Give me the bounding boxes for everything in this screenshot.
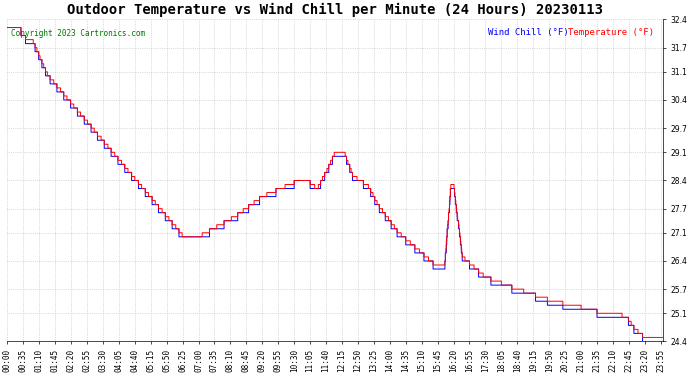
Legend: Wind Chill (°F), Temperature (°F): Wind Chill (°F), Temperature (°F) <box>484 24 658 40</box>
Wind Chill (°F) <box>133 178 141 183</box>
Temperature (°F) <box>580 307 589 312</box>
Title: Outdoor Temperature vs Wind Chill per Minute (24 Hours) 20230113: Outdoor Temperature vs Wind Chill per Mi… <box>67 3 603 17</box>
Line: Wind Chill (°F): Wind Chill (°F) <box>8 27 662 342</box>
Wind Chill (°F) <box>3 25 12 30</box>
Wind Chill (°F) <box>149 202 157 207</box>
Temperature (°F) <box>437 263 446 267</box>
Text: Copyright 2023 Cartronics.com: Copyright 2023 Cartronics.com <box>10 29 145 38</box>
Line: Temperature (°F): Temperature (°F) <box>8 27 662 338</box>
Wind Chill (°F) <box>638 339 647 344</box>
Temperature (°F) <box>222 219 230 223</box>
Wind Chill (°F) <box>580 307 589 312</box>
Temperature (°F) <box>149 198 157 203</box>
Temperature (°F) <box>133 178 141 183</box>
Wind Chill (°F) <box>437 267 446 271</box>
Wind Chill (°F) <box>523 291 531 296</box>
Temperature (°F) <box>638 335 647 340</box>
Temperature (°F) <box>658 335 667 340</box>
Wind Chill (°F) <box>222 219 230 223</box>
Temperature (°F) <box>523 291 531 296</box>
Wind Chill (°F) <box>658 339 667 344</box>
Temperature (°F) <box>3 25 12 30</box>
